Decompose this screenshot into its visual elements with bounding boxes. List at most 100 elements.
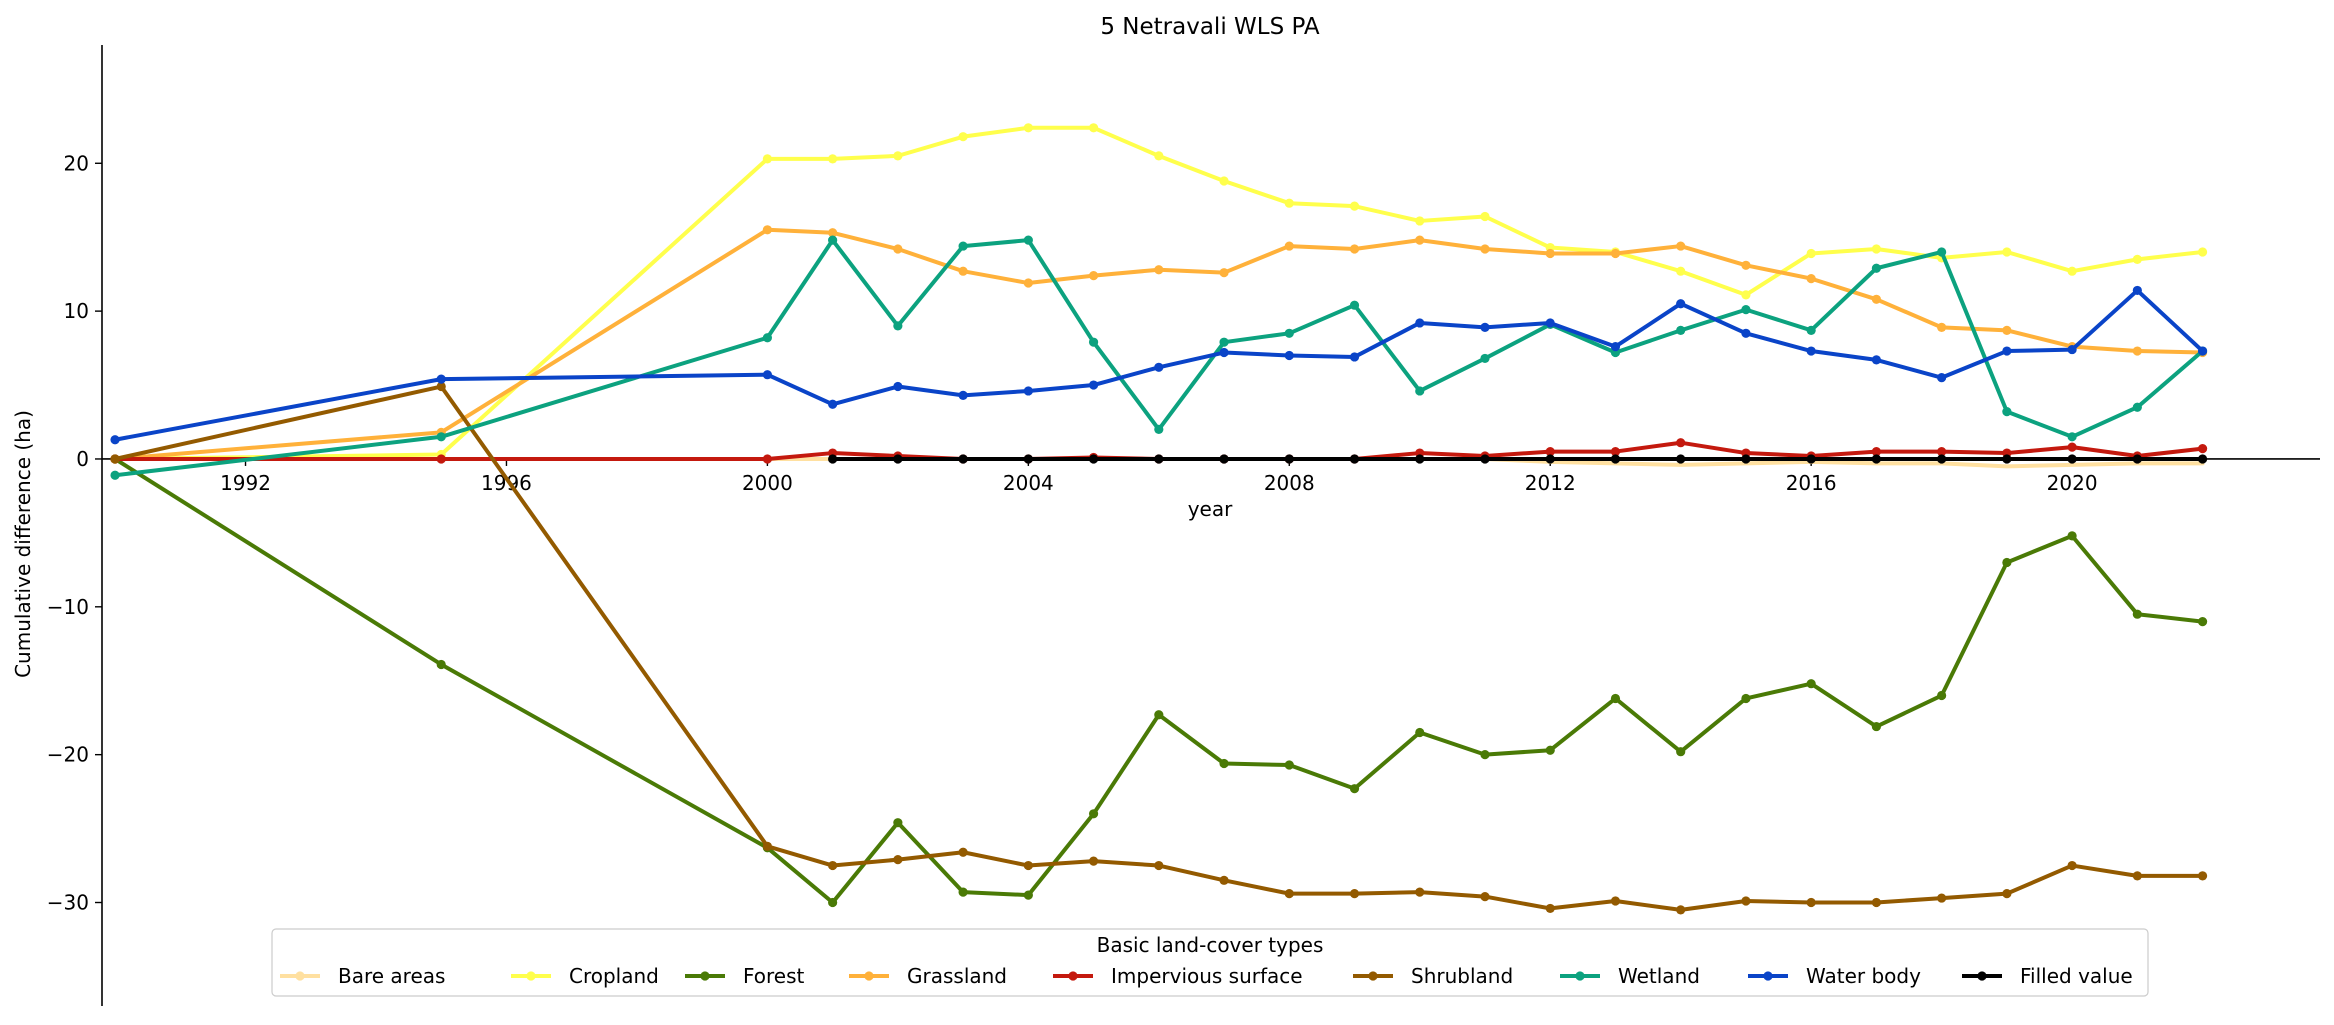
legend-item-grassland: Grassland (849, 964, 1007, 988)
data-point-grassland (1023, 278, 1033, 288)
data-point-forest (1349, 784, 1360, 794)
y-tick-label: −30 (47, 891, 89, 915)
data-point-filled-value (1545, 454, 1555, 464)
data-point-shrubland (1088, 856, 1099, 866)
data-point-shrubland (1676, 905, 1686, 915)
data-point-filled-value (958, 454, 968, 464)
data-point-grassland (1088, 271, 1099, 281)
legend-marker (295, 971, 305, 981)
data-point-forest (1871, 721, 1881, 732)
data-point-filled-value (1154, 454, 1164, 464)
data-point-shrubland (2067, 860, 2077, 871)
data-point-water-body (1937, 373, 1947, 383)
data-point-grassland (1741, 260, 1751, 270)
data-point-forest (1937, 690, 1947, 701)
data-point-grassland (1284, 241, 1294, 251)
data-point-shrubland (958, 847, 968, 857)
series-line-wetland (113, 238, 2205, 478)
legend-item-impervious-surface: Impervious surface (1053, 964, 1303, 988)
data-point-water-body (958, 390, 968, 400)
data-point-filled-value (1871, 454, 1881, 464)
data-point-water-body (2002, 346, 2012, 356)
legend-items: Bare areas Cropland Forest Grassland Impervi… (280, 964, 2133, 988)
data-point-forest (1545, 745, 1555, 755)
data-point-forest (1023, 890, 1033, 900)
data-point-cropland (1806, 248, 1816, 259)
data-point-shrubland (1415, 887, 1425, 897)
data-point-grassland (958, 266, 968, 276)
data-point-shrubland (436, 381, 446, 392)
y-axis-label: Cumulative difference (ha) (11, 410, 35, 678)
data-point-grassland (1154, 265, 1164, 275)
y-tick-label: 20 (64, 151, 89, 175)
data-point-shrubland (828, 860, 838, 871)
y-tick-label: −20 (47, 743, 89, 767)
data-point-shrubland (1937, 893, 1947, 903)
data-point-forest (893, 818, 903, 828)
data-point-filled-value (1610, 454, 1621, 464)
legend-item-filled-value: Filled value (1962, 964, 2133, 988)
data-point-water-body (1219, 347, 1229, 358)
data-point-cropland (762, 154, 773, 164)
x-tick-label: 2016 (1786, 471, 1837, 495)
data-point-water-body (1349, 352, 1360, 362)
data-point-grassland (1415, 235, 1425, 245)
data-point-water-body (1284, 350, 1294, 361)
data-point-forest (2132, 609, 2142, 619)
legend: Basic land-cover types Bare areas Croplan… (271, 928, 2149, 997)
data-point-forest (2197, 617, 2208, 627)
data-point-water-body (1088, 380, 1099, 390)
data-point-filled-value (2067, 454, 2077, 464)
data-point-impervious-surface (762, 454, 773, 464)
data-point-filled-value (893, 454, 903, 464)
data-point-forest (1741, 693, 1751, 704)
series-forest (110, 454, 2208, 908)
data-point-forest (1676, 747, 1686, 757)
data-point-cropland (2002, 247, 2012, 257)
data-point-filled-value (1088, 454, 1099, 464)
data-point-forest (1219, 758, 1229, 769)
data-point-filled-value (1806, 454, 1816, 464)
x-tick-label: 2020 (2047, 471, 2098, 495)
data-point-forest (2002, 557, 2012, 568)
data-point-wetland (2002, 407, 2012, 417)
data-point-shrubland (2132, 871, 2142, 881)
data-point-wetland (1023, 235, 1033, 245)
data-point-shrubland (1480, 891, 1490, 902)
data-point-wetland (1806, 325, 1816, 335)
data-point-shrubland (1741, 896, 1751, 906)
series-filled-value (828, 454, 2208, 464)
x-axis-ticks: 1992 1996 2000 2004 2008 2012 2016 2020 (220, 458, 2098, 495)
data-point-wetland (893, 321, 903, 331)
data-point-cropland (1676, 266, 1686, 276)
data-point-grassland (893, 244, 903, 254)
x-axis-label: year (1188, 497, 1233, 521)
legend-item-water-body: Water body (1748, 964, 1921, 988)
data-point-forest (1610, 693, 1621, 704)
data-point-filled-value (1676, 454, 1686, 464)
y-tick-label: 10 (64, 299, 89, 323)
data-point-grassland (1610, 248, 1621, 259)
legend-label: Cropland (569, 964, 659, 988)
data-point-forest (958, 887, 968, 897)
y-axis-ticks: −30 −20 −10 0 10 20 (47, 151, 102, 915)
x-tick-label: 2008 (1264, 471, 1315, 495)
data-point-wetland (1284, 328, 1294, 338)
data-point-cropland (2132, 254, 2142, 264)
data-point-cropland (1154, 151, 1164, 161)
data-point-shrubland (893, 855, 903, 865)
data-point-shrubland (762, 841, 773, 851)
data-point-shrubland (1806, 897, 1816, 908)
data-point-wetland (1349, 300, 1360, 310)
legend-label: Forest (743, 964, 805, 988)
data-point-water-body (436, 374, 446, 384)
data-point-wetland (1415, 386, 1425, 396)
legend-label: Grassland (907, 964, 1007, 988)
x-tick-label: 1992 (220, 471, 271, 495)
data-point-forest (2067, 531, 2077, 541)
data-point-cropland (1871, 244, 1881, 254)
x-tick-label: 1996 (481, 471, 532, 495)
y-tick-label: 0 (76, 447, 89, 471)
